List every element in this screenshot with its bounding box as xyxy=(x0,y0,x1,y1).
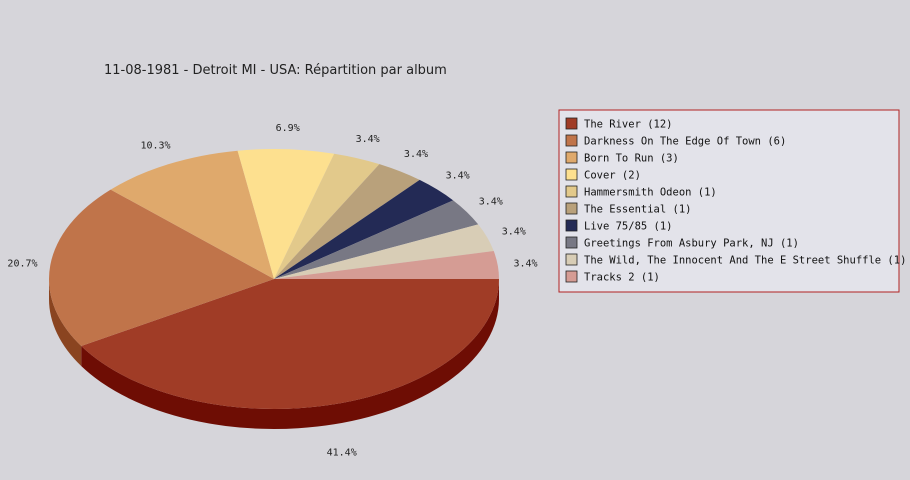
legend-label-0: The River (12) xyxy=(584,119,673,131)
legend-swatch-8 xyxy=(565,253,578,266)
legend-label-6: Live 75/85 (1) xyxy=(584,221,673,233)
pie-slice-7 xyxy=(274,200,479,279)
legend: The River (12) Darkness On The Edge Of To… xyxy=(558,109,906,293)
pie-percent-label-4: 3.4% xyxy=(356,134,380,145)
pie-percent-label-6: 3.4% xyxy=(446,170,470,181)
pie-percent-label-1: 20.7% xyxy=(7,259,37,270)
legend-label-8: The Wild, The Innocent And The E Street … xyxy=(584,255,906,267)
pie-side-1 xyxy=(49,279,82,367)
legend-swatch-9 xyxy=(565,270,578,283)
legend-swatch-2 xyxy=(565,151,578,164)
pie-percent-label-3: 6.9% xyxy=(276,123,300,134)
legend-label-3: Cover (2) xyxy=(584,170,641,182)
legend-label-1: Darkness On The Edge Of Town (6) xyxy=(584,136,786,148)
pie-slice-8 xyxy=(274,224,494,279)
pie-tops xyxy=(49,149,499,409)
pie-side-0 xyxy=(81,279,499,429)
pie-sides xyxy=(49,279,499,429)
pie-slice-9 xyxy=(274,251,499,279)
legend-swatch-3 xyxy=(565,168,578,181)
pie-slice-1 xyxy=(49,189,274,347)
chart-title: 11-08-1981 - Detroit MI - USA: Répartiti… xyxy=(104,63,447,78)
pie-slice-4 xyxy=(274,153,380,279)
legend-swatch-4 xyxy=(565,185,578,198)
pie-slice-6 xyxy=(274,179,454,279)
pie-slice-2 xyxy=(110,150,274,279)
legend-swatch-1 xyxy=(565,134,578,147)
pie-percent-label-8: 3.4% xyxy=(502,226,526,237)
pie-percent-label-0: 41.4% xyxy=(327,447,357,458)
legend-swatch-6 xyxy=(565,219,578,232)
pie-percent-label-7: 3.4% xyxy=(479,197,503,208)
legend-label-9: Tracks 2 (1) xyxy=(584,272,660,284)
legend-swatch-0 xyxy=(565,117,578,130)
pie-slice-5 xyxy=(274,164,420,279)
legend-swatch-7 xyxy=(565,236,578,249)
legend-items: The River (12) Darkness On The Edge Of To… xyxy=(565,117,906,284)
legend-label-2: Born To Run (3) xyxy=(584,153,679,165)
legend-label-7: Greetings From Asbury Park, NJ (1) xyxy=(584,238,799,250)
legend-box xyxy=(558,109,900,293)
pie-slice-0 xyxy=(81,279,499,409)
legend-swatch-5 xyxy=(565,202,578,215)
pie-percent-label-5: 3.4% xyxy=(404,149,428,160)
pie-percent-labels: 41.4% 20.7% 10.3% 6.9% 3.4% 3.4% 3.4% 3.4% 3.4% 3… xyxy=(7,123,537,458)
legend-label-5: The Essential (1) xyxy=(584,204,691,216)
legend-label-4: Hammersmith Odeon (1) xyxy=(584,187,717,199)
pie-slice-3 xyxy=(237,149,335,279)
pie-percent-label-2: 10.3% xyxy=(140,141,170,152)
pie-percent-label-9: 3.4% xyxy=(513,259,537,270)
